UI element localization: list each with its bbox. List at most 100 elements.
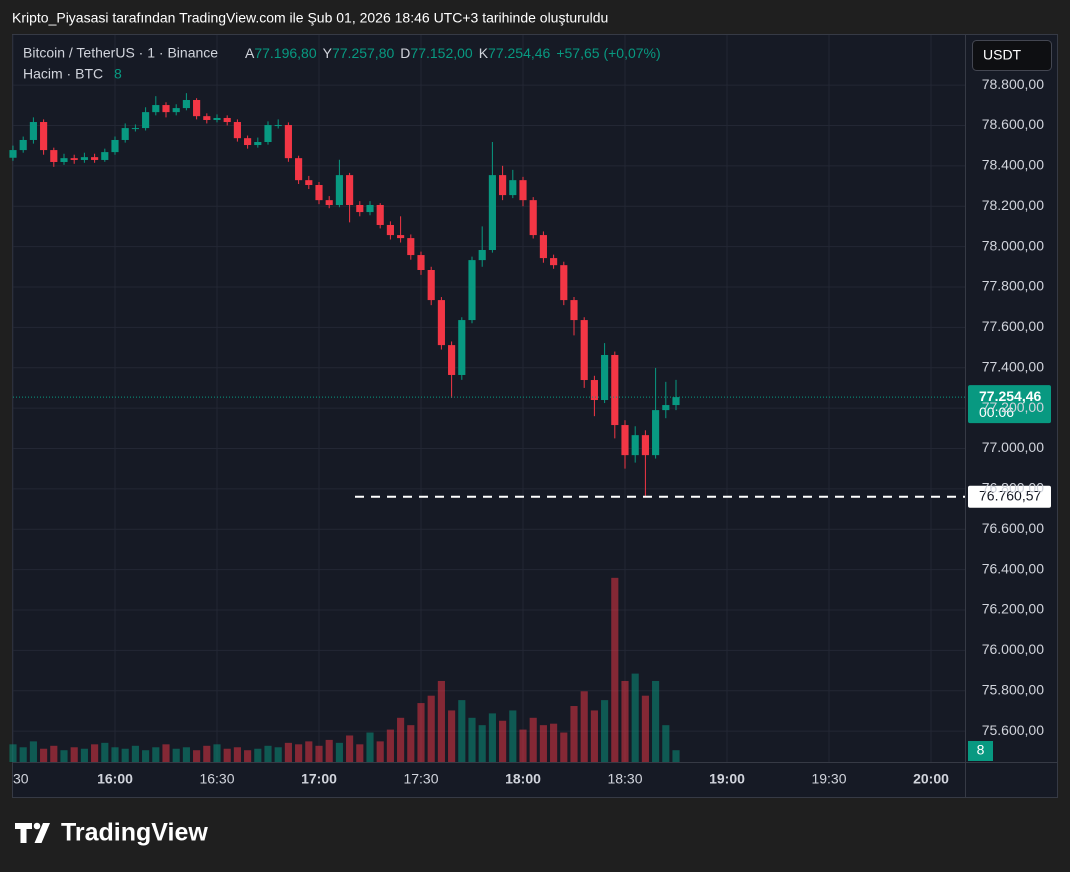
volume-bar xyxy=(29,741,37,762)
candle-body xyxy=(590,380,598,401)
last-price-label: 77.254,46 xyxy=(979,388,1041,404)
candle-body xyxy=(397,235,405,239)
volume-bar xyxy=(9,744,17,762)
volume-bar xyxy=(254,748,262,762)
x-tick-label: 16:00 xyxy=(97,771,133,787)
symbol: Bitcoin / TetherUS · 1 · Binance xyxy=(23,45,218,61)
volume-bar xyxy=(560,732,568,762)
volume-badge xyxy=(968,741,993,761)
volume-bar xyxy=(325,739,333,762)
volume-bar xyxy=(662,725,670,762)
volume-bar xyxy=(335,742,343,762)
volume-bar xyxy=(101,742,109,762)
candle-body xyxy=(244,138,252,146)
candle-body xyxy=(60,158,68,162)
candle-body xyxy=(621,425,629,456)
candle-body xyxy=(40,122,48,151)
candle-body xyxy=(611,354,619,426)
candle-body xyxy=(356,204,364,213)
candle-body xyxy=(80,157,88,160)
candle-body xyxy=(284,125,292,159)
candle-body xyxy=(305,180,313,186)
volume-bar xyxy=(305,741,313,762)
currency-button[interactable] xyxy=(972,40,1052,71)
volume-bar xyxy=(376,741,384,762)
volume-bar xyxy=(60,750,68,762)
volume-bar xyxy=(417,703,425,762)
candle-body xyxy=(172,108,180,113)
volume-bar xyxy=(315,745,323,762)
x-tick-label: 17:30 xyxy=(403,771,438,787)
volume-bar xyxy=(631,673,639,762)
candle-body xyxy=(437,300,445,346)
ohlc-value: 77.257,80 xyxy=(332,45,394,61)
y-tick-label: 78.200,00 xyxy=(982,197,1044,213)
ohlc-legend: A77.196,80 Y77.257,80 D77.152,00 K77.254,46… xyxy=(245,45,661,61)
volume-bar xyxy=(264,745,272,762)
candle-body xyxy=(193,100,201,117)
change: +57,65 (+0,07%) xyxy=(556,45,660,61)
candle-body xyxy=(70,158,78,160)
y-tick-label: 76.200,00 xyxy=(982,601,1044,617)
volume-bar xyxy=(458,700,466,762)
candle-body xyxy=(509,180,517,196)
candle-body xyxy=(101,152,109,160)
volume-bar xyxy=(70,747,78,762)
y-tick-label: 76.000,00 xyxy=(982,641,1044,657)
brand-logo xyxy=(15,822,50,843)
ohlc-value: 77.152,00 xyxy=(410,45,472,61)
candle-body xyxy=(539,235,547,259)
brand: TradingView xyxy=(61,819,208,847)
candle-body xyxy=(417,255,425,270)
title: Kripto_Piyasasi tarafından TradingView.c… xyxy=(12,10,608,26)
volume-bar xyxy=(213,744,221,762)
candle-body xyxy=(315,185,323,201)
logo-t xyxy=(15,823,32,843)
x-tick-label: 20:00 xyxy=(913,771,949,787)
candle-body xyxy=(264,125,272,143)
level-label: 76.760,57 xyxy=(979,488,1041,504)
candle-body xyxy=(50,150,58,162)
ohlc-value: 77.254,46 xyxy=(488,45,550,61)
candle-body xyxy=(407,238,415,256)
currency[interactable]: USDT xyxy=(983,47,1022,63)
ohlc-key: Y xyxy=(323,45,333,61)
volume-bar xyxy=(40,748,48,762)
volume-bar xyxy=(478,725,486,762)
volume-bar xyxy=(182,747,190,762)
candle-body xyxy=(468,260,476,321)
candle-body xyxy=(427,269,435,301)
logo-dot xyxy=(33,822,41,830)
volume-badge-label: 8 xyxy=(977,742,985,758)
logo-slash xyxy=(34,823,50,843)
volume-bar xyxy=(621,680,629,762)
candle-body xyxy=(213,117,221,120)
candle-body xyxy=(478,250,486,261)
candle-body xyxy=(325,200,333,205)
candle-body xyxy=(631,435,639,456)
countdown: 00:06 xyxy=(979,404,1014,420)
volume-bar xyxy=(223,748,231,762)
y-tick-label: 78.800,00 xyxy=(982,76,1044,92)
candle-body xyxy=(376,204,384,225)
candle-body xyxy=(519,180,527,201)
volume-bar xyxy=(652,680,660,762)
volume-bar xyxy=(142,750,150,762)
candle-body xyxy=(111,139,119,153)
x-tick-label: 16:30 xyxy=(199,771,234,787)
candle-body xyxy=(672,397,680,406)
chart-panel xyxy=(12,34,1058,798)
candle-body xyxy=(233,122,241,139)
candle-body xyxy=(9,150,17,158)
level-box xyxy=(968,485,1051,508)
volume-bar xyxy=(509,710,517,762)
volume-bar xyxy=(121,748,129,762)
volume-bar xyxy=(91,744,99,762)
candle-body xyxy=(203,116,211,120)
x-tick-label: 19:00 xyxy=(709,771,745,787)
candle-body xyxy=(662,405,670,411)
volume-bar xyxy=(529,717,537,762)
